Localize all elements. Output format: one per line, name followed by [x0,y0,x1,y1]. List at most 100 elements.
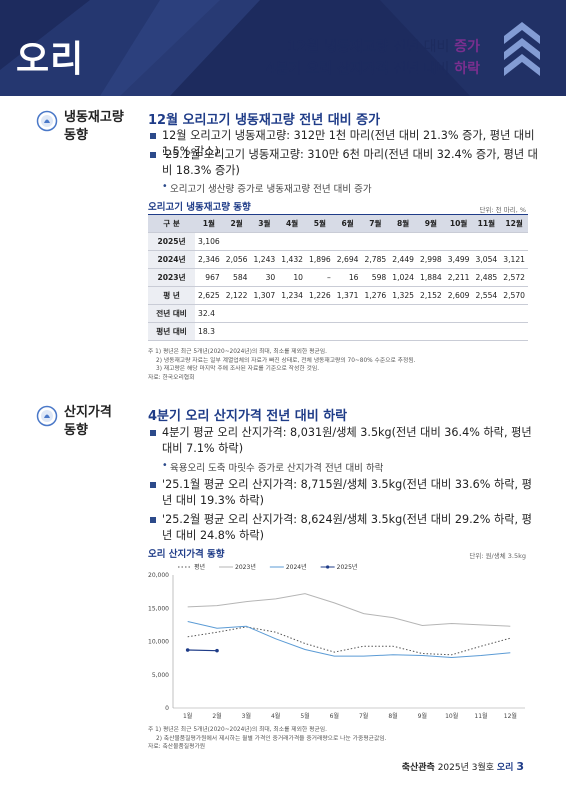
table-cell [444,304,473,323]
table-cell: 2,346 [195,250,223,269]
row-label: 평년 대비 [148,322,195,341]
section-label-line: 동향 [64,423,88,438]
table-cell: 3,499 [444,250,473,269]
headline-part: 12월 냉동재고량 [286,39,389,55]
headline-part: 하락 [454,61,480,77]
table-cell [472,322,501,341]
table-cell: 1,024 [389,268,417,287]
table-cell: 3,121 [500,250,528,269]
table-notes: 주 1) 평년은 최근 5개년(2020~2024년)의 최대, 최소를 제외한… [148,348,416,382]
y-tick-label: 20,000 [148,572,169,579]
table-row: 평 년 2,625 2,122 1,307 1,234 1,226 1,371 1,276 1,… [148,286,528,305]
table-cell: 2,572 [500,268,528,287]
table-header-cell: 7월 [361,214,390,233]
series-line [187,621,511,659]
table-cell [278,304,306,323]
header-band: 오리 12월 냉동재고량 전년 대비 증가 4분기 오리 산지가격 전년 대비 … [0,0,566,96]
table-cell [306,322,334,341]
headline-part: 전년 대비 [393,61,450,77]
table-cell [333,322,362,341]
section-label-line: 산지가격 [64,405,112,420]
section-title: 12월 오리고기 냉동재고량 전년 대비 증가 [148,113,381,128]
table-cell: 2,152 [417,286,445,305]
table-cell [389,232,417,251]
x-tick-label: 6월 [330,712,339,720]
note-line: 3) 재고량은 해당 마지막 주에 조사된 자료를 기준으로 작성한 것임. [156,366,320,372]
table-cell [472,232,501,251]
table-cell: 3,106 [195,232,223,251]
table-header-row: 구 분 1월 2월 3월 4월 5월 6월 7월 8월 9월 10월 11월 12월 [148,214,528,233]
headline-part: 전년 대비 [393,39,450,55]
table-cell: 1,432 [278,250,306,269]
table-row: 2024년 2,346 2,056 1,243 1,432 1,896 2,694 2,785… [148,250,528,269]
table-header-cell: 4월 [278,214,306,233]
y-tick-label: 15,000 [148,605,169,612]
table-cell: 584 [222,268,251,287]
table-header-cell: 8월 [389,214,417,233]
x-tick-label: 4월 [271,712,280,720]
bullet: '25.1월 평균 오리 산지가격: 8,715원/생체 3.5kg(전년 대비… [150,477,542,509]
table-cell [389,304,417,323]
table-cell [306,232,334,251]
x-tick-label: 2월 [212,712,221,720]
note-line: 자료: 한국오리협회 [148,374,195,381]
row-label: 평 년 [148,286,195,305]
table-cell [417,322,445,341]
table-cell [278,232,306,251]
series-line [187,649,218,652]
table-cell: 2,694 [333,250,362,269]
table-cell [333,304,362,323]
table-cell: 2,122 [222,286,251,305]
table-row: 전년 대비 32.4 [148,304,528,323]
table-cell: 2,625 [195,286,223,305]
x-tick-label: 10월 [445,712,458,720]
table-cell: 2,211 [444,268,473,287]
table-cell [222,322,251,341]
legend-label: 2024년 [286,563,307,571]
table-cell: – [306,268,334,287]
table-cell: 1,226 [306,286,334,305]
table-cell: 30 [250,268,279,287]
section-label: 산지가격 동향 [64,404,112,440]
x-tick-label: 1월 [183,712,192,720]
series-marker [185,648,190,652]
headline: 4분기 오리 산지가격 전년 대비 하락 [266,58,480,78]
table-cell [444,232,473,251]
table-cell: 2,554 [472,286,501,305]
table-cell [361,322,390,341]
y-tick-label: 10,000 [148,639,169,646]
section-label: 냉동재고량 동향 [64,109,124,145]
legend-label: 2025년 [337,563,358,571]
header-decoration [0,0,566,96]
sub-bullet: 육용오리 도축 마릿수 증가로 산지가격 전년 대비 하락 [162,460,383,474]
x-tick-label: 11월 [474,712,487,720]
table-header-cell: 5월 [306,214,334,233]
table-cell: 2,785 [361,250,390,269]
table-cell: 1,307 [250,286,279,305]
x-tick-label: 7월 [359,712,368,720]
stock-table: 구 분 1월 2월 3월 4월 5월 6월 7월 8월 9월 10월 11월 12월 2025년 3,106… [148,214,528,341]
series-line [187,626,511,656]
table-cell [222,232,251,251]
table-header-cell: 6월 [333,214,362,233]
x-tick-label: 3월 [242,712,251,720]
section-icon [36,405,58,427]
bullet: '25.1월 오리고기 냉동재고량: 310만 6천 마리(전년 대비 32.4… [150,147,542,179]
table-cell: 1,276 [361,286,390,305]
table-cell: 2,449 [389,250,417,269]
table-cell [250,322,279,341]
note-line: 2) 축산물품질평가원에서 제시하는 월별 가격인 중거래가격을 중거래량으로 … [156,735,387,742]
price-chart: 0 5,000 10,000 15,000 20,000 1월 2월 3월 4월 5월 6월 7월 8월… [148,563,525,720]
table-cell [361,232,390,251]
table-cell: 18.3 [195,322,223,341]
chart-title: 오리 산지가격 동향 [148,549,225,560]
table-cell [500,232,528,251]
x-tick-label: 12월 [504,712,517,720]
table-header-cell: 2월 [222,214,251,233]
table-cell [389,322,417,341]
footer: 축산관측 2025년 3월호 오리 3 [402,760,524,773]
table-header-cell: 9월 [417,214,445,233]
y-tick-label: 0 [165,705,169,712]
row-label: 2024년 [148,250,195,269]
table-cell [222,304,251,323]
